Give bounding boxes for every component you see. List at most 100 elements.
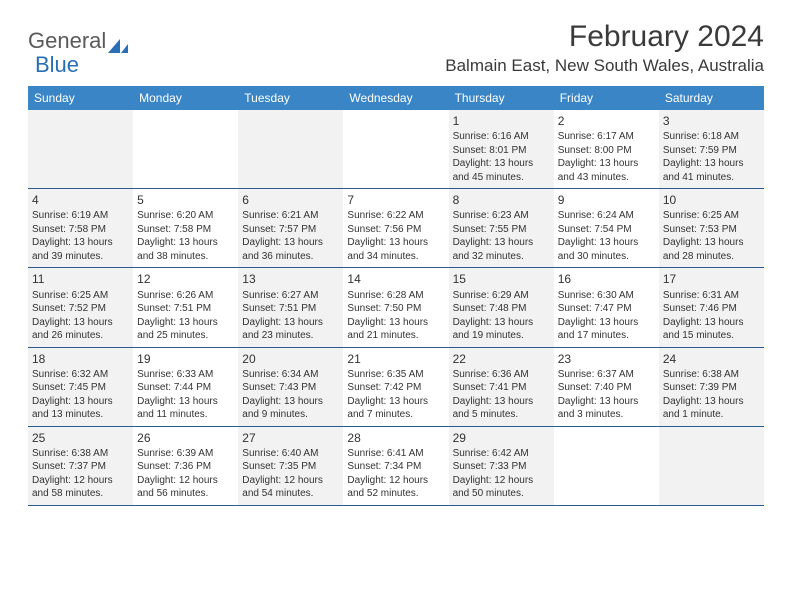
day-number: 23 [558, 351, 655, 367]
day-sunrise: Sunrise: 6:37 AM [558, 368, 655, 382]
calendar-day-cell: 16Sunrise: 6:30 AMSunset: 7:47 PMDayligh… [554, 268, 659, 346]
day-number: 26 [137, 430, 234, 446]
day-daylight: Daylight: 13 hours and 45 minutes. [453, 157, 550, 184]
day-number: 10 [663, 192, 760, 208]
day-number: 2 [558, 113, 655, 129]
logo: General [28, 20, 128, 54]
calendar-day-cell: 4Sunrise: 6:19 AMSunset: 7:58 PMDaylight… [28, 189, 133, 267]
calendar-day-cell: 27Sunrise: 6:40 AMSunset: 7:35 PMDayligh… [238, 427, 343, 505]
calendar-day-cell [343, 110, 448, 188]
col-thursday: Thursday [449, 86, 554, 110]
col-saturday: Saturday [659, 86, 764, 110]
day-number: 18 [32, 351, 129, 367]
col-friday: Friday [554, 86, 659, 110]
day-sunrise: Sunrise: 6:18 AM [663, 130, 760, 144]
logo-text-2: Blue [35, 52, 79, 78]
calendar-body: 1Sunrise: 6:16 AMSunset: 8:01 PMDaylight… [28, 110, 764, 506]
calendar-day-cell: 24Sunrise: 6:38 AMSunset: 7:39 PMDayligh… [659, 348, 764, 426]
calendar-day-cell [238, 110, 343, 188]
calendar-day-cell [659, 427, 764, 505]
day-daylight: Daylight: 13 hours and 26 minutes. [32, 316, 129, 343]
calendar-day-cell [554, 427, 659, 505]
day-sunset: Sunset: 7:34 PM [347, 460, 444, 474]
day-sunset: Sunset: 7:37 PM [32, 460, 129, 474]
day-sunrise: Sunrise: 6:25 AM [663, 209, 760, 223]
calendar-week-row: 4Sunrise: 6:19 AMSunset: 7:58 PMDaylight… [28, 189, 764, 268]
day-number: 25 [32, 430, 129, 446]
calendar-day-cell: 10Sunrise: 6:25 AMSunset: 7:53 PMDayligh… [659, 189, 764, 267]
day-number: 1 [453, 113, 550, 129]
calendar-day-cell: 1Sunrise: 6:16 AMSunset: 8:01 PMDaylight… [449, 110, 554, 188]
day-sunrise: Sunrise: 6:31 AM [663, 289, 760, 303]
day-sunset: Sunset: 7:43 PM [242, 381, 339, 395]
logo-text-1: General [28, 28, 106, 54]
day-number: 11 [32, 271, 129, 287]
day-number: 4 [32, 192, 129, 208]
day-sunrise: Sunrise: 6:39 AM [137, 447, 234, 461]
calendar-day-cell: 9Sunrise: 6:24 AMSunset: 7:54 PMDaylight… [554, 189, 659, 267]
day-daylight: Daylight: 13 hours and 30 minutes. [558, 236, 655, 263]
day-sunrise: Sunrise: 6:27 AM [242, 289, 339, 303]
day-daylight: Daylight: 13 hours and 5 minutes. [453, 395, 550, 422]
day-daylight: Daylight: 13 hours and 39 minutes. [32, 236, 129, 263]
calendar-day-cell: 8Sunrise: 6:23 AMSunset: 7:55 PMDaylight… [449, 189, 554, 267]
day-sunset: Sunset: 7:47 PM [558, 302, 655, 316]
day-sunrise: Sunrise: 6:25 AM [32, 289, 129, 303]
day-number: 7 [347, 192, 444, 208]
day-daylight: Daylight: 13 hours and 13 minutes. [32, 395, 129, 422]
day-daylight: Daylight: 13 hours and 7 minutes. [347, 395, 444, 422]
calendar-day-cell [133, 110, 238, 188]
day-sunset: Sunset: 7:35 PM [242, 460, 339, 474]
calendar-day-cell: 28Sunrise: 6:41 AMSunset: 7:34 PMDayligh… [343, 427, 448, 505]
calendar-week-row: 11Sunrise: 6:25 AMSunset: 7:52 PMDayligh… [28, 268, 764, 347]
day-sunset: Sunset: 7:51 PM [242, 302, 339, 316]
calendar-day-cell: 7Sunrise: 6:22 AMSunset: 7:56 PMDaylight… [343, 189, 448, 267]
day-number: 20 [242, 351, 339, 367]
location-subtitle: Balmain East, New South Wales, Australia [445, 56, 764, 76]
day-sunset: Sunset: 7:55 PM [453, 223, 550, 237]
calendar-day-cell: 17Sunrise: 6:31 AMSunset: 7:46 PMDayligh… [659, 268, 764, 346]
day-daylight: Daylight: 13 hours and 3 minutes. [558, 395, 655, 422]
day-sunrise: Sunrise: 6:19 AM [32, 209, 129, 223]
day-daylight: Daylight: 13 hours and 34 minutes. [347, 236, 444, 263]
day-daylight: Daylight: 13 hours and 11 minutes. [137, 395, 234, 422]
col-monday: Monday [133, 86, 238, 110]
day-daylight: Daylight: 13 hours and 1 minute. [663, 395, 760, 422]
calendar-day-cell: 23Sunrise: 6:37 AMSunset: 7:40 PMDayligh… [554, 348, 659, 426]
day-sunrise: Sunrise: 6:32 AM [32, 368, 129, 382]
calendar-day-cell: 22Sunrise: 6:36 AMSunset: 7:41 PMDayligh… [449, 348, 554, 426]
calendar-week-row: 18Sunrise: 6:32 AMSunset: 7:45 PMDayligh… [28, 348, 764, 427]
calendar-day-cell: 5Sunrise: 6:20 AMSunset: 7:58 PMDaylight… [133, 189, 238, 267]
col-tuesday: Tuesday [238, 86, 343, 110]
day-sunrise: Sunrise: 6:38 AM [663, 368, 760, 382]
day-sunset: Sunset: 7:42 PM [347, 381, 444, 395]
calendar-day-cell: 26Sunrise: 6:39 AMSunset: 7:36 PMDayligh… [133, 427, 238, 505]
calendar-day-cell: 12Sunrise: 6:26 AMSunset: 7:51 PMDayligh… [133, 268, 238, 346]
calendar-day-cell: 29Sunrise: 6:42 AMSunset: 7:33 PMDayligh… [449, 427, 554, 505]
day-number: 13 [242, 271, 339, 287]
day-sunset: Sunset: 7:50 PM [347, 302, 444, 316]
day-sunset: Sunset: 7:41 PM [453, 381, 550, 395]
day-number: 12 [137, 271, 234, 287]
day-sunrise: Sunrise: 6:33 AM [137, 368, 234, 382]
calendar-day-cell [28, 110, 133, 188]
day-number: 14 [347, 271, 444, 287]
day-daylight: Daylight: 13 hours and 23 minutes. [242, 316, 339, 343]
day-sunrise: Sunrise: 6:20 AM [137, 209, 234, 223]
day-sunset: Sunset: 7:59 PM [663, 144, 760, 158]
calendar-week-row: 1Sunrise: 6:16 AMSunset: 8:01 PMDaylight… [28, 110, 764, 189]
day-sunset: Sunset: 7:56 PM [347, 223, 444, 237]
day-sunrise: Sunrise: 6:26 AM [137, 289, 234, 303]
day-sunrise: Sunrise: 6:35 AM [347, 368, 444, 382]
day-daylight: Daylight: 13 hours and 19 minutes. [453, 316, 550, 343]
calendar-day-cell: 20Sunrise: 6:34 AMSunset: 7:43 PMDayligh… [238, 348, 343, 426]
day-daylight: Daylight: 13 hours and 38 minutes. [137, 236, 234, 263]
day-number: 5 [137, 192, 234, 208]
col-wednesday: Wednesday [343, 86, 448, 110]
calendar-day-cell: 18Sunrise: 6:32 AMSunset: 7:45 PMDayligh… [28, 348, 133, 426]
day-sunrise: Sunrise: 6:23 AM [453, 209, 550, 223]
day-number: 19 [137, 351, 234, 367]
day-sunrise: Sunrise: 6:42 AM [453, 447, 550, 461]
calendar-day-cell: 21Sunrise: 6:35 AMSunset: 7:42 PMDayligh… [343, 348, 448, 426]
day-sunrise: Sunrise: 6:30 AM [558, 289, 655, 303]
